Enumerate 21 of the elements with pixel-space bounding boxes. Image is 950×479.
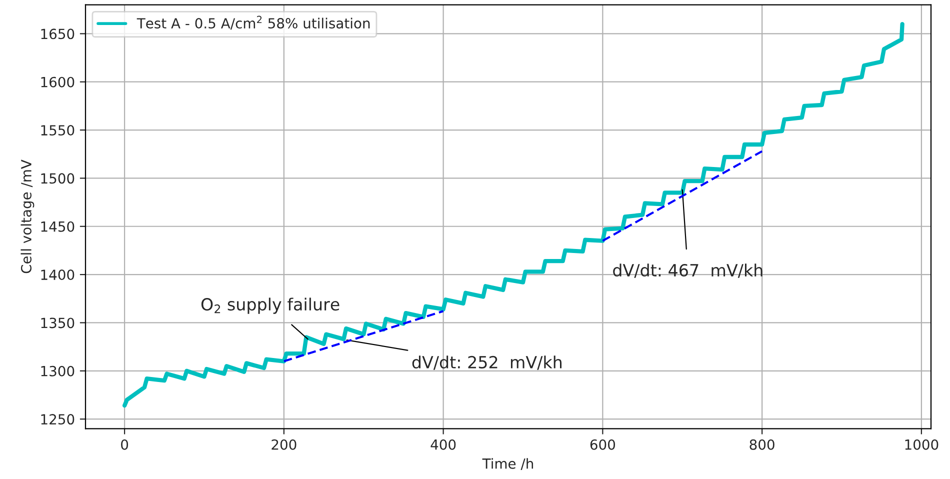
annotation: O$_{2}$ supply failure xyxy=(201,298,340,314)
x-tick-label: 0 xyxy=(121,439,128,450)
y-tick-label: 1650 xyxy=(41,28,74,40)
y-tick-label: 1350 xyxy=(41,318,74,328)
y-tick-label: 1300 xyxy=(41,366,74,376)
x-tick-label: 600 xyxy=(590,439,616,450)
y-tick-label: 1400 xyxy=(41,270,74,280)
y-tick-label: 1550 xyxy=(41,125,74,136)
x-tick-label: 1000 xyxy=(905,439,938,450)
y-tick-label: 1250 xyxy=(41,414,74,425)
annotation: dV/dt: 467 mV/kh xyxy=(613,264,762,278)
y-tick-label: 1450 xyxy=(41,221,74,232)
x-tick-label: 400 xyxy=(430,439,456,450)
x-axis-title: Time /h xyxy=(482,458,534,470)
y-tick-label: 1600 xyxy=(41,76,74,88)
x-tick-label: 200 xyxy=(272,439,296,450)
y-tick-label: 1500 xyxy=(41,173,74,184)
y-axis-title: Cell voltage /mV xyxy=(20,160,34,274)
x-tick-label: 800 xyxy=(750,439,774,450)
annotation: dV/dt: 252 mV/kh xyxy=(412,356,562,370)
legend-label: Test A - 0.5 A/cm$^{2}$ 58% utilisation xyxy=(136,16,370,30)
